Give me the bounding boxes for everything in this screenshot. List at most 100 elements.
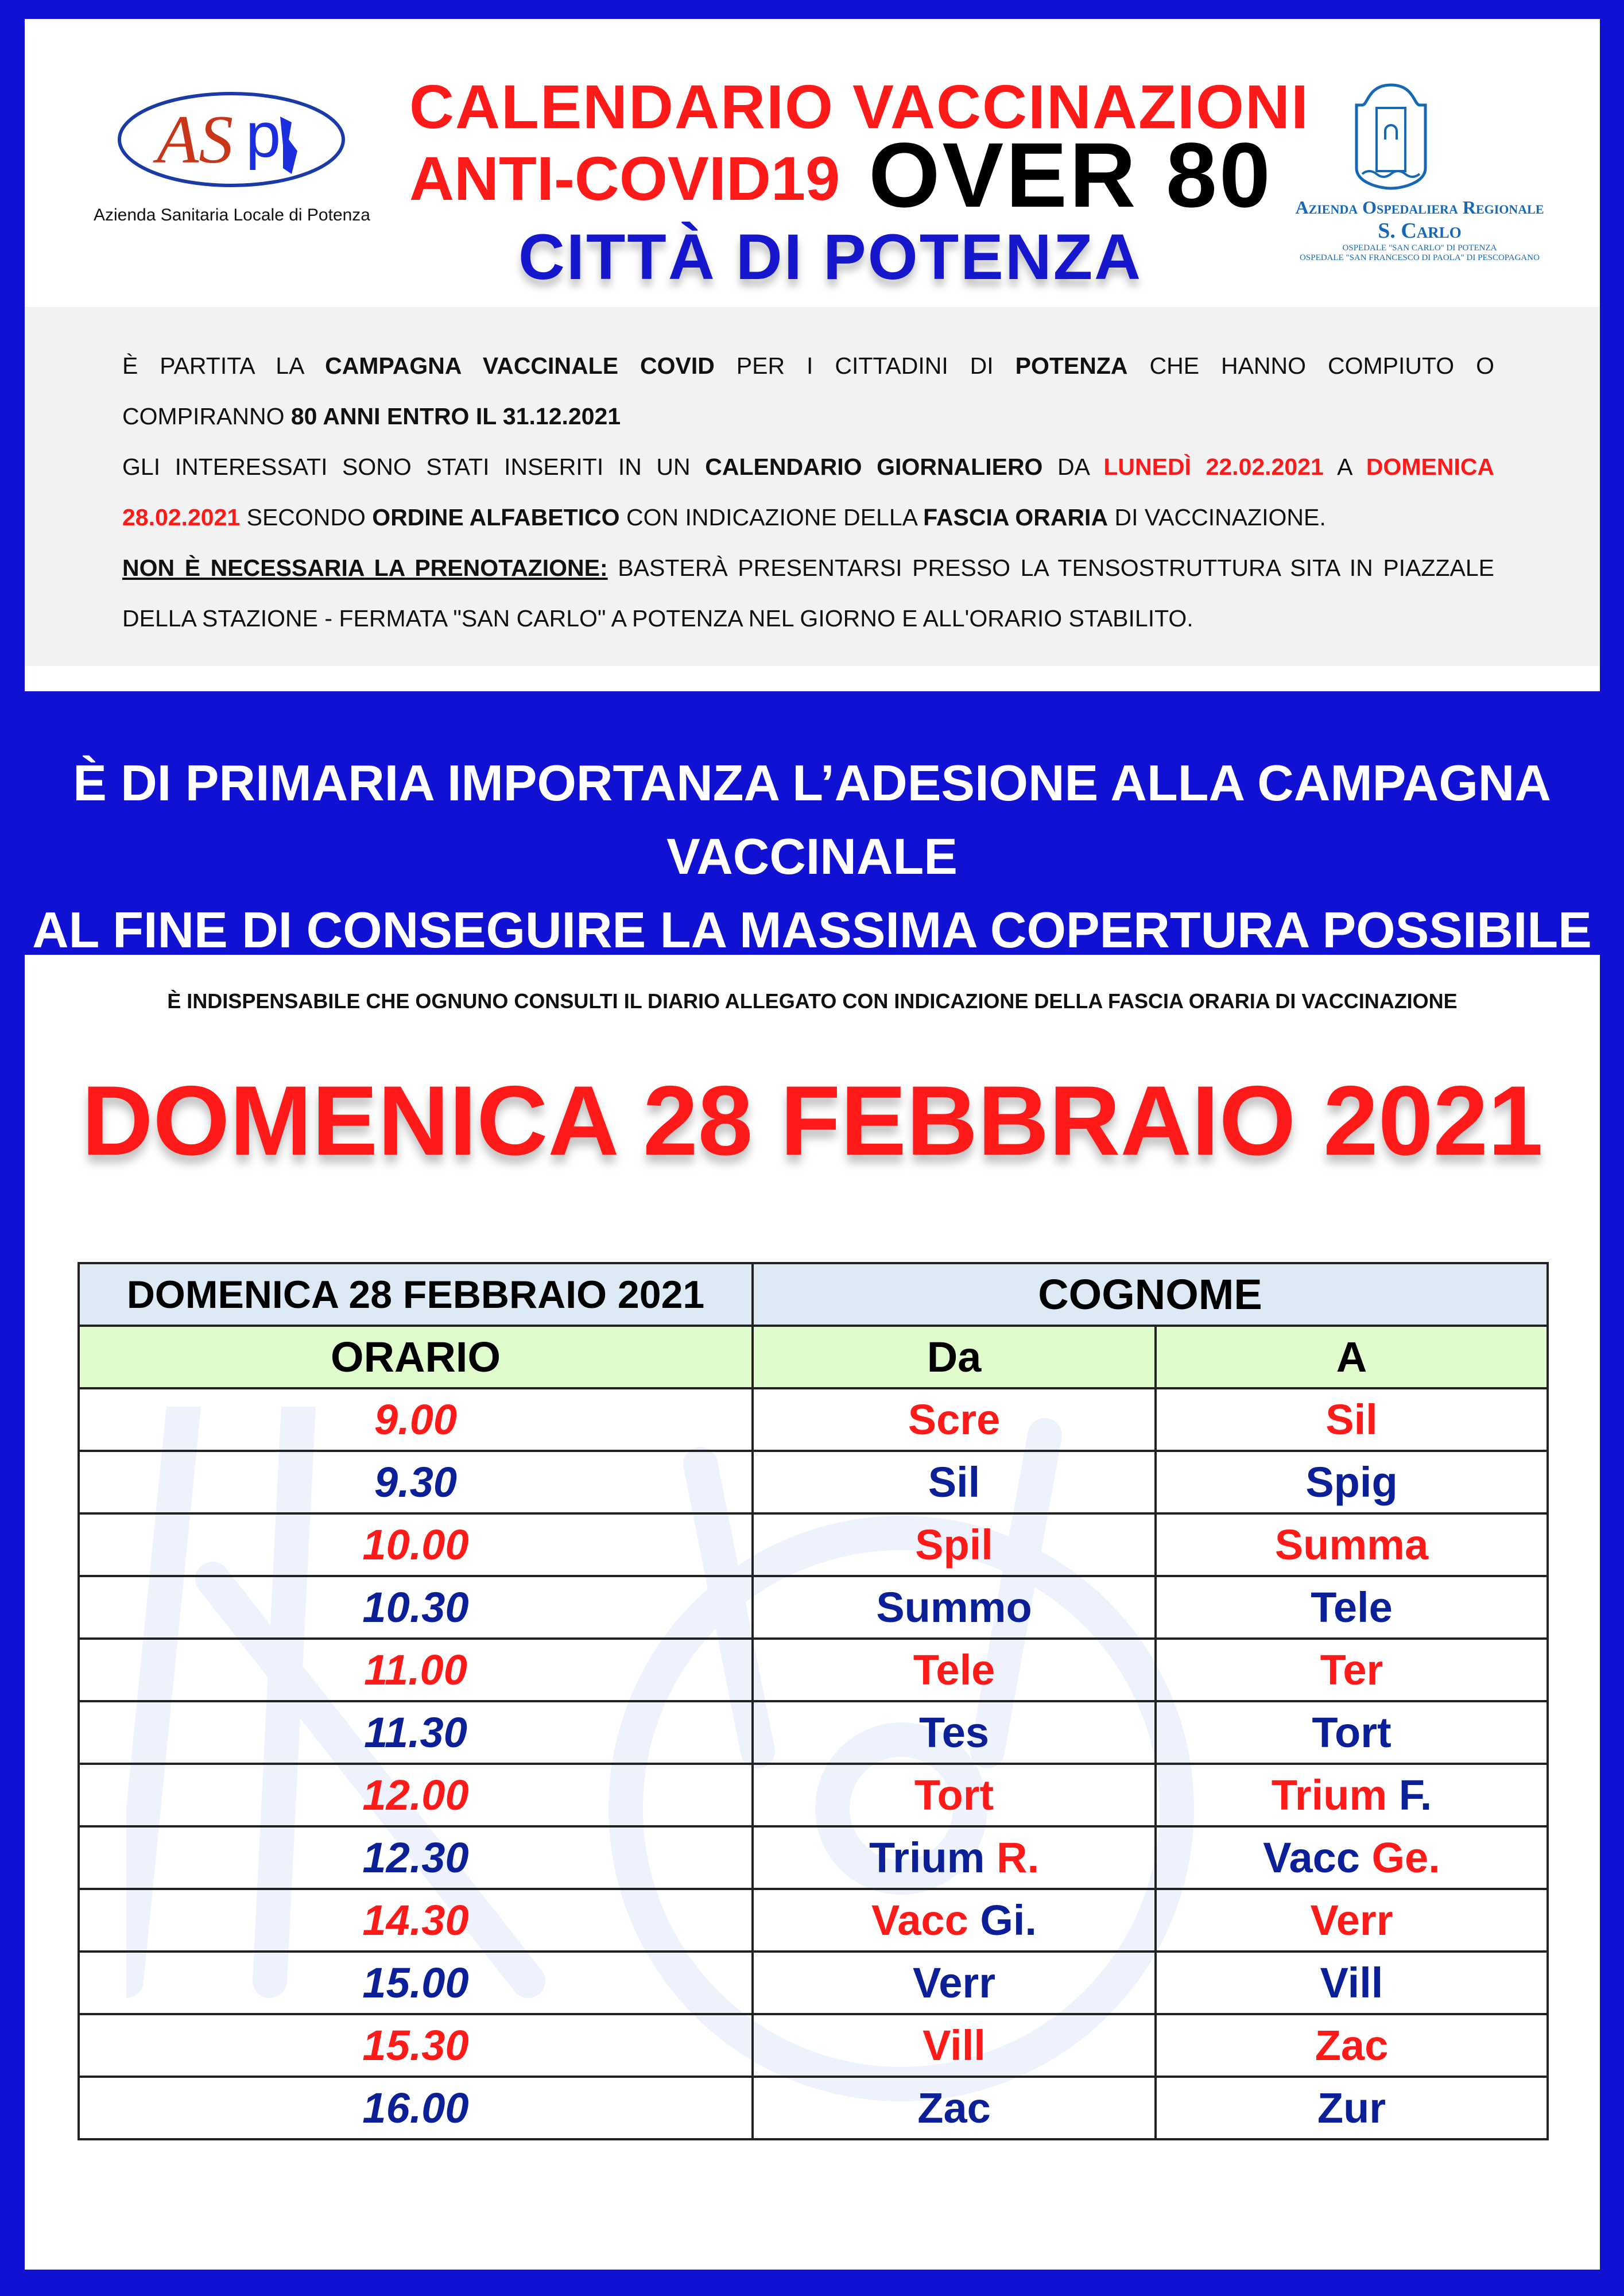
svg-text:AS: AS [153, 101, 233, 177]
surname-part: Trium [869, 1834, 997, 1881]
surname-part: F. [1398, 1771, 1432, 1819]
intro-text-segment: PER I CITTADINI DI [714, 353, 1016, 379]
to-surname-cell: Zac [1154, 2013, 1549, 2078]
to-surname-cell: Summa [1154, 1512, 1549, 1577]
intro-line: 28.02.2021 SECONDO ORDINE ALFABETICO CON… [122, 492, 1494, 543]
intro-text-segment: NON È NECESSARIA LA PRENOTAZIONE: [122, 555, 608, 581]
table-row: 16.00 Zac Zur [77, 2076, 1549, 2140]
time-cell: 9.30 [77, 1450, 754, 1515]
from-surname-cell: Verr [751, 1950, 1157, 2015]
title-line1: CALENDARIO VACCINAZIONI [409, 72, 1309, 141]
from-surname-cell: Scre [751, 1387, 1157, 1452]
asp-logo: AS p [118, 92, 345, 187]
intro-line: È PARTITA LA CAMPAGNA VACCINALE COVID PE… [122, 340, 1494, 391]
surname-part: Trium [1271, 1771, 1399, 1819]
surname-part: Spil [915, 1521, 993, 1569]
intro-text-segment: GLI INTERESSATI SONO STATI INSERITI IN U… [122, 454, 706, 480]
hospital-site-1: OSPEDALE "SAN CARLO" DI POTENZA [1342, 243, 1497, 253]
intro-line: GLI INTERESSATI SONO STATI INSERITI IN U… [122, 442, 1494, 492]
intro-text-segment: CON INDICAZIONE DELLA [619, 504, 924, 531]
surname-part: Zac [1315, 2022, 1389, 2069]
table-row: 12.00 Tort Trium F. [77, 1763, 1549, 1827]
asp-logo-caption: Azienda Sanitaria Locale di Potenza [94, 206, 370, 224]
from-surname-cell: Spil [751, 1512, 1157, 1577]
time-cell: 10.00 [77, 1512, 754, 1577]
time-cell: 12.30 [77, 1825, 754, 1890]
surname-part: Zur [1317, 2084, 1386, 2132]
intro-box [25, 307, 1600, 666]
surname-part: Ge. [1371, 1834, 1440, 1881]
surname-part: R. [997, 1834, 1040, 1881]
intro-text-segment: 28.02.2021 [122, 504, 241, 531]
to-surname-cell: Spig [1154, 1450, 1549, 1515]
from-surname-cell: Summo [751, 1575, 1157, 1640]
svg-text:p: p [246, 100, 281, 171]
intro-text-segment: CHE HANNO COMPIUTO O [1127, 353, 1495, 379]
table-row: 15.30 Vill Zac [77, 2013, 1549, 2078]
table-row: 15.00 Verr Vill [77, 1950, 1549, 2015]
table-row: 10.00 Spil Summa [77, 1512, 1549, 1577]
hospital-logo-text: Azienda Ospedaliera Regionale S. Carlo O… [1270, 197, 1569, 263]
table-row: 14.30 Vacc Gi. Verr [77, 1888, 1549, 1953]
table-row: 11.30 Tes Tort [77, 1700, 1549, 1765]
header-panel: AS p Azienda Sanitaria Locale di Potenza… [25, 19, 1600, 691]
time-cell: 11.30 [77, 1700, 754, 1765]
to-surname-cell: Verr [1154, 1888, 1549, 1953]
time-cell: 12.00 [77, 1763, 754, 1827]
col-time-header: ORARIO [77, 1325, 754, 1389]
surname-part: Sil [1325, 1396, 1378, 1443]
intro-text-segment: COMPIRANNO [122, 403, 291, 429]
surname-part: Summa [1274, 1521, 1429, 1569]
slogan-line1: È DI PRIMARIA IMPORTANZA L’ADESIONE ALLA… [73, 754, 1551, 885]
date-header: DOMENICA 28 FEBBRAIO 2021 [77, 1262, 754, 1327]
surname-part: Gi. [980, 1896, 1037, 1944]
intro-text-segment: DELLA STAZIONE - FERMATA "SAN CARLO" A P… [122, 605, 1193, 632]
to-surname-cell: Tele [1154, 1575, 1549, 1640]
time-cell: 14.30 [77, 1888, 754, 1953]
hospital-crest-logo [1355, 83, 1427, 190]
col-from-header: Da [751, 1325, 1157, 1389]
surname-header: COGNOME [751, 1262, 1549, 1327]
from-surname-cell: Tes [751, 1700, 1157, 1765]
intro-text-segment: FASCIA ORARIA [923, 504, 1108, 531]
table-header-row: DOMENICA 28 FEBBRAIO 2021 COGNOME [77, 1262, 1549, 1327]
from-surname-cell: Vill [751, 2013, 1157, 2078]
table-row: 11.00 Tele Ter [77, 1637, 1549, 1702]
time-cell: 15.00 [77, 1950, 754, 2015]
to-surname-cell: Vill [1154, 1950, 1549, 2015]
time-cell: 11.00 [77, 1637, 754, 1702]
surname-part: Sil [928, 1458, 980, 1506]
surname-part: Scre [908, 1396, 1001, 1443]
table-row: 12.30 Trium R. Vacc Ge. [77, 1825, 1549, 1890]
col-to-header: A [1154, 1325, 1549, 1389]
intro-text-segment: ORDINE ALFABETICO [372, 504, 620, 531]
surname-part: Summo [876, 1583, 1032, 1631]
time-cell: 16.00 [77, 2076, 754, 2140]
from-surname-cell: Vacc Gi. [751, 1888, 1157, 1953]
slogan: È DI PRIMARIA IMPORTANZA L’ADESIONE ALLA… [0, 746, 1624, 967]
intro-text-segment: BASTERÀ PRESENTARSI PRESSO LA TENSOSTRUT… [607, 555, 1494, 581]
time-cell: 9.00 [77, 1387, 754, 1452]
intro-paragraph: È PARTITA LA CAMPAGNA VACCINALE COVID PE… [122, 340, 1494, 644]
surname-part: Verr [912, 1959, 996, 2007]
surname-part: Tort [914, 1771, 994, 1819]
consult-note: È INDISPENSABILE CHE OGNUNO CONSULTI IL … [167, 989, 1458, 1013]
title-line2: ANTI-COVID19 [409, 144, 840, 213]
hospital-site-2: OSPEDALE "SAN FRANCESCO DI PAOLA" DI PES… [1300, 253, 1540, 262]
intro-text-segment: DOMENICA [1366, 454, 1495, 480]
intro-text-segment: 80 ANNI ENTRO IL 31.12.2021 [290, 403, 621, 429]
intro-text-segment: DA [1042, 454, 1104, 480]
surname-part: Tele [1311, 1583, 1393, 1631]
from-surname-cell: Tele [751, 1637, 1157, 1702]
surname-part: Tes [918, 1709, 990, 1756]
intro-text-segment: LUNEDÌ 22.02.2021 [1103, 454, 1324, 480]
from-surname-cell: Zac [751, 2076, 1157, 2140]
from-surname-cell: Trium R. [751, 1825, 1157, 1890]
intro-line: NON È NECESSARIA LA PRENOTAZIONE: BASTER… [122, 543, 1494, 593]
to-surname-cell: Ter [1154, 1637, 1549, 1702]
intro-text-segment: CALENDARIO GIORNALIERO [705, 454, 1043, 480]
table-row: 10.30 Summo Tele [77, 1575, 1549, 1640]
surname-part: Vill [923, 2022, 986, 2069]
schedule-table: DOMENICA 28 FEBBRAIO 2021 COGNOME ORARIO… [77, 1262, 1549, 2140]
table-row: 9.30 Sil Spig [77, 1450, 1549, 1515]
